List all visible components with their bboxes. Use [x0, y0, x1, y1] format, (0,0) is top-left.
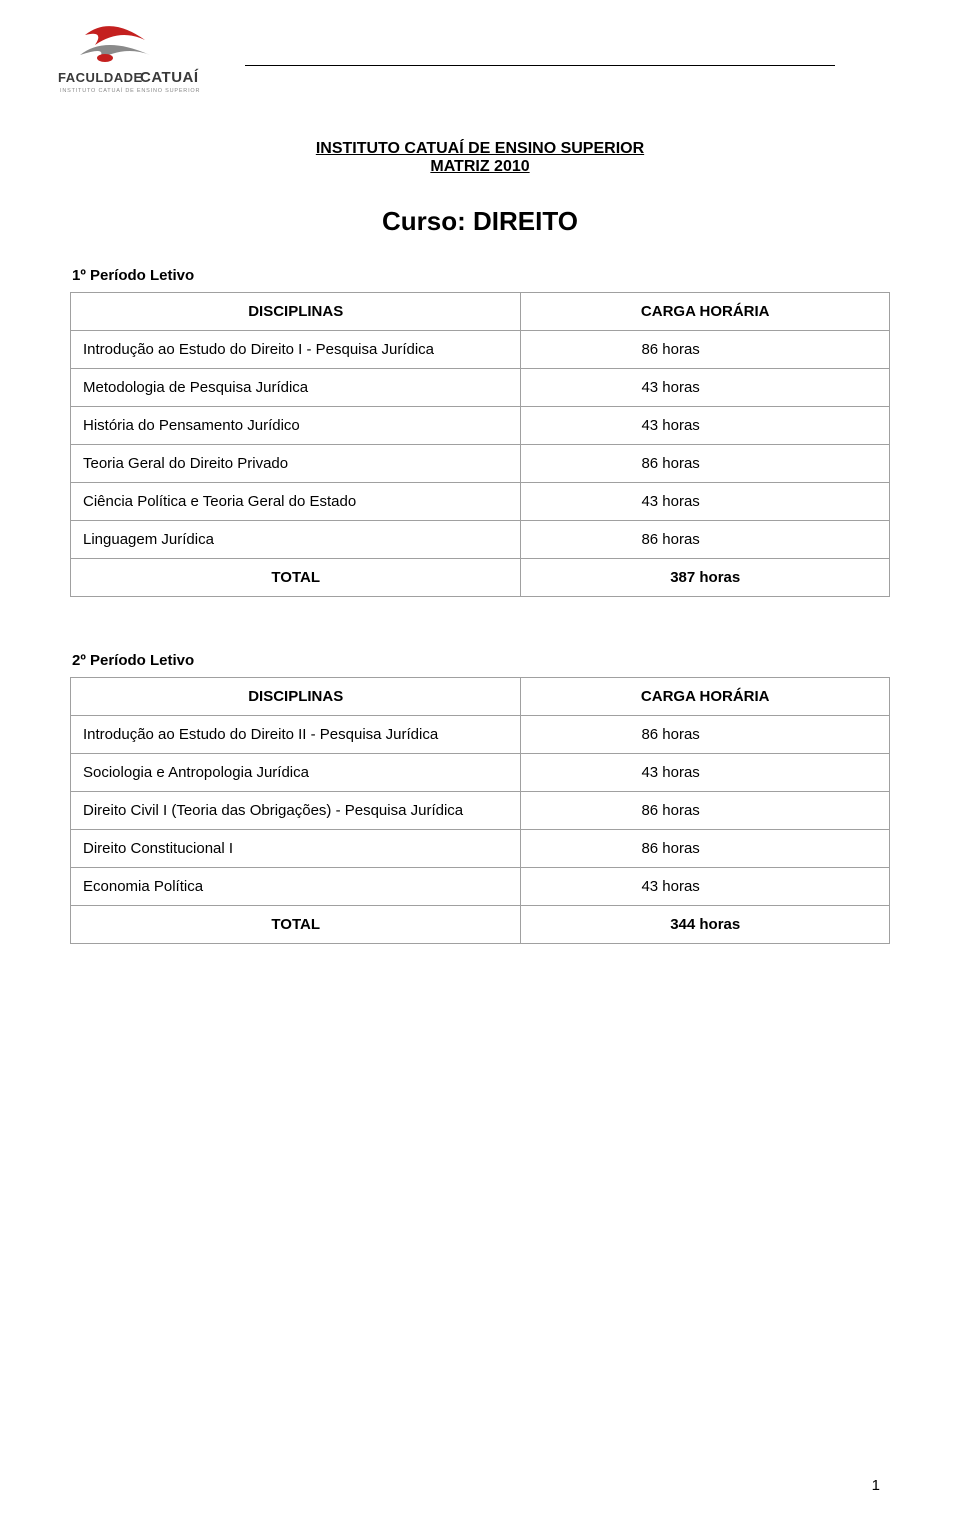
table-row: Introdução ao Estudo do Direito I - Pesq…: [71, 331, 890, 369]
hours-cell: 86 horas: [521, 792, 890, 830]
hours-cell: 86 horas: [521, 331, 890, 369]
discipline-cell: Economia Política: [71, 868, 521, 906]
col-carga: CARGA HORÁRIA: [521, 293, 890, 331]
col-disciplinas: DISCIPLINAS: [71, 293, 521, 331]
svg-text:INSTITUTO CATUAÍ DE ENSINO SUP: INSTITUTO CATUAÍ DE ENSINO SUPERIOR: [60, 87, 200, 94]
hours-cell: 43 horas: [521, 754, 890, 792]
discipline-cell: Linguagem Jurídica: [71, 521, 521, 559]
matriz-subtitle: MATRIZ 2010: [70, 158, 890, 176]
discipline-cell: Introdução ao Estudo do Direito I - Pesq…: [71, 331, 521, 369]
table-row: Ciência Política e Teoria Geral do Estad…: [71, 483, 890, 521]
period-1-table: DISCIPLINAS CARGA HORÁRIA Introdução ao …: [70, 292, 890, 597]
table-row: Direito Constitucional I 86 horas: [71, 830, 890, 868]
table-row: Direito Civil I (Teoria das Obrigações) …: [71, 792, 890, 830]
hours-cell: 86 horas: [521, 445, 890, 483]
table-row: Teoria Geral do Direito Privado 86 horas: [71, 445, 890, 483]
period-1-title: 1º Período Letivo: [72, 267, 890, 284]
total-label: TOTAL: [71, 906, 521, 944]
hours-cell: 86 horas: [521, 830, 890, 868]
period-2-title: 2º Período Letivo: [72, 652, 890, 669]
hours-cell: 86 horas: [521, 716, 890, 754]
page-number: 1: [872, 1477, 880, 1494]
col-carga: CARGA HORÁRIA: [521, 678, 890, 716]
total-value: 344 horas: [521, 906, 890, 944]
discipline-cell: História do Pensamento Jurídico: [71, 407, 521, 445]
hours-cell: 43 horas: [521, 868, 890, 906]
table-row: Sociologia e Antropologia Jurídica 43 ho…: [71, 754, 890, 792]
total-value: 387 horas: [521, 559, 890, 597]
svg-text:FACULDADE: FACULDADE: [58, 70, 143, 85]
institute-title: INSTITUTO CATUAÍ DE ENSINO SUPERIOR: [70, 140, 890, 158]
hours-cell: 43 horas: [521, 369, 890, 407]
discipline-cell: Ciência Política e Teoria Geral do Estad…: [71, 483, 521, 521]
discipline-cell: Metodologia de Pesquisa Jurídica: [71, 369, 521, 407]
logo: FACULDADE CATUAÍ INSTITUTO CATUAÍ DE ENS…: [50, 20, 220, 114]
table-row: História do Pensamento Jurídico 43 horas: [71, 407, 890, 445]
table-row: Introdução ao Estudo do Direito II - Pes…: [71, 716, 890, 754]
svg-text:CATUAÍ: CATUAÍ: [140, 69, 199, 86]
header-rule: [245, 65, 835, 66]
hours-cell: 43 horas: [521, 483, 890, 521]
total-row: TOTAL 387 horas: [71, 559, 890, 597]
total-row: TOTAL 344 horas: [71, 906, 890, 944]
discipline-cell: Introdução ao Estudo do Direito II - Pes…: [71, 716, 521, 754]
hours-cell: 43 horas: [521, 407, 890, 445]
discipline-cell: Direito Constitucional I: [71, 830, 521, 868]
hours-cell: 86 horas: [521, 521, 890, 559]
discipline-cell: Teoria Geral do Direito Privado: [71, 445, 521, 483]
discipline-cell: Sociologia e Antropologia Jurídica: [71, 754, 521, 792]
table-row: Metodologia de Pesquisa Jurídica 43 hora…: [71, 369, 890, 407]
course-title: Curso: DIREITO: [70, 206, 890, 237]
col-disciplinas: DISCIPLINAS: [71, 678, 521, 716]
table-header-row: DISCIPLINAS CARGA HORÁRIA: [71, 293, 890, 331]
table-header-row: DISCIPLINAS CARGA HORÁRIA: [71, 678, 890, 716]
table-row: Economia Política 43 horas: [71, 868, 890, 906]
total-label: TOTAL: [71, 559, 521, 597]
discipline-cell: Direito Civil I (Teoria das Obrigações) …: [71, 792, 521, 830]
period-2-table: DISCIPLINAS CARGA HORÁRIA Introdução ao …: [70, 677, 890, 944]
table-row: Linguagem Jurídica 86 horas: [71, 521, 890, 559]
